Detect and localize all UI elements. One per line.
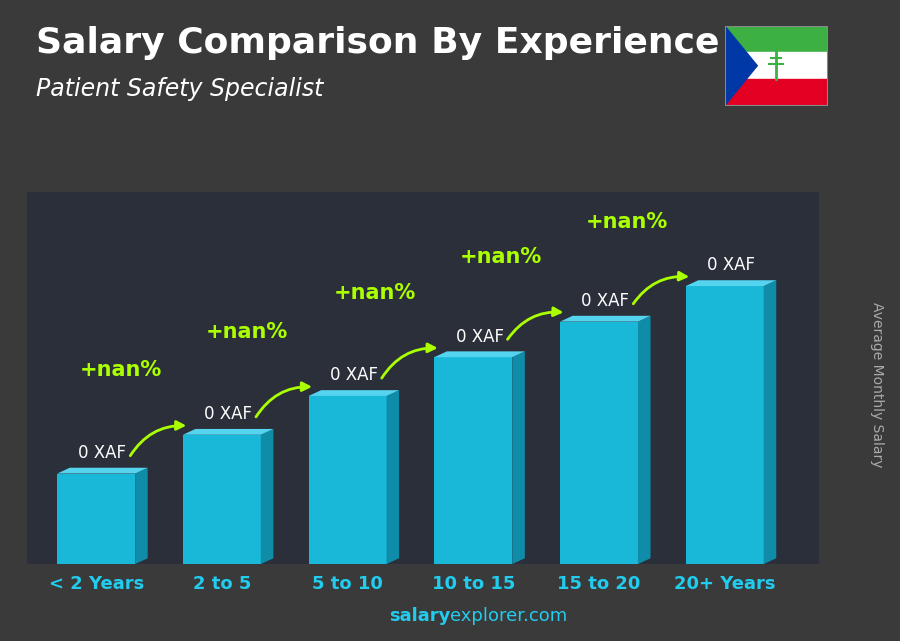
Polygon shape bbox=[435, 351, 525, 357]
Text: 0 XAF: 0 XAF bbox=[455, 328, 504, 345]
Text: explorer.com: explorer.com bbox=[450, 607, 567, 625]
Text: Average Monthly Salary: Average Monthly Salary bbox=[870, 302, 885, 467]
Text: +nan%: +nan% bbox=[206, 322, 288, 342]
Polygon shape bbox=[638, 316, 651, 564]
Text: 0 XAF: 0 XAF bbox=[330, 367, 378, 385]
Polygon shape bbox=[560, 316, 651, 322]
Polygon shape bbox=[686, 280, 777, 286]
Bar bbox=[724, 79, 828, 106]
Text: +nan%: +nan% bbox=[460, 247, 542, 267]
Polygon shape bbox=[686, 286, 764, 564]
Text: salary: salary bbox=[389, 607, 450, 625]
Polygon shape bbox=[58, 468, 148, 474]
Text: 0 XAF: 0 XAF bbox=[581, 292, 629, 310]
Text: 0 XAF: 0 XAF bbox=[707, 256, 755, 274]
Polygon shape bbox=[183, 429, 274, 435]
Text: Salary Comparison By Experience: Salary Comparison By Experience bbox=[36, 26, 719, 60]
Bar bbox=[724, 53, 828, 79]
Polygon shape bbox=[135, 468, 148, 564]
Polygon shape bbox=[724, 26, 757, 106]
Polygon shape bbox=[183, 435, 261, 564]
Bar bbox=[724, 26, 828, 53]
Text: Patient Safety Specialist: Patient Safety Specialist bbox=[36, 77, 323, 101]
Polygon shape bbox=[435, 357, 512, 564]
Polygon shape bbox=[560, 322, 638, 564]
Text: +nan%: +nan% bbox=[586, 212, 668, 232]
Polygon shape bbox=[386, 390, 399, 564]
Text: 0 XAF: 0 XAF bbox=[78, 444, 126, 462]
Polygon shape bbox=[512, 351, 525, 564]
Polygon shape bbox=[261, 429, 274, 564]
Polygon shape bbox=[764, 280, 777, 564]
Text: +nan%: +nan% bbox=[334, 283, 417, 303]
Polygon shape bbox=[309, 390, 399, 396]
Text: 0 XAF: 0 XAF bbox=[204, 405, 252, 423]
Text: +nan%: +nan% bbox=[80, 360, 162, 381]
Polygon shape bbox=[58, 474, 135, 564]
Polygon shape bbox=[309, 396, 386, 564]
